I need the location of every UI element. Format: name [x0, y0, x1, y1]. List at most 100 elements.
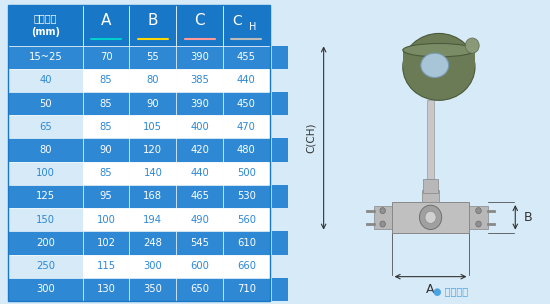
Bar	[8, 162, 82, 185]
Bar	[129, 278, 176, 301]
Text: 650: 650	[190, 284, 209, 294]
Circle shape	[465, 38, 479, 53]
Text: 390: 390	[190, 52, 209, 62]
Text: 300: 300	[144, 261, 162, 271]
Text: 710: 710	[236, 284, 256, 294]
Bar	[8, 46, 82, 69]
Bar	[82, 254, 129, 278]
Bar	[82, 69, 129, 92]
Text: 455: 455	[236, 52, 256, 62]
Text: H: H	[249, 22, 257, 32]
Text: 450: 450	[237, 98, 256, 109]
Bar	[82, 115, 129, 138]
Bar	[82, 5, 129, 46]
Text: 95: 95	[100, 192, 112, 202]
Text: 420: 420	[190, 145, 209, 155]
Bar	[176, 254, 223, 278]
Text: 90: 90	[100, 145, 112, 155]
Text: 545: 545	[190, 238, 209, 248]
Text: 600: 600	[190, 261, 209, 271]
Bar	[423, 179, 438, 193]
Circle shape	[420, 205, 442, 230]
Circle shape	[476, 208, 481, 214]
Text: 168: 168	[144, 192, 162, 202]
Bar	[427, 100, 434, 179]
Bar	[223, 254, 270, 278]
Text: C: C	[194, 13, 205, 28]
Bar	[176, 185, 223, 208]
Text: 490: 490	[190, 215, 209, 225]
Text: ● 常规仪表: ● 常规仪表	[433, 286, 469, 296]
Bar	[223, 208, 270, 231]
Bar	[392, 202, 470, 233]
Text: 400: 400	[190, 122, 209, 132]
Text: 390: 390	[190, 98, 209, 109]
Bar	[129, 185, 176, 208]
Bar	[129, 115, 176, 138]
Bar	[8, 185, 82, 208]
Bar	[223, 115, 270, 138]
Text: 350: 350	[144, 284, 162, 294]
Bar	[82, 185, 129, 208]
Text: 80: 80	[39, 145, 52, 155]
Text: 610: 610	[236, 238, 256, 248]
Bar	[129, 69, 176, 92]
Text: 85: 85	[100, 75, 112, 85]
Circle shape	[380, 221, 386, 227]
Text: 50: 50	[39, 98, 52, 109]
Text: 15~25: 15~25	[29, 52, 62, 62]
Bar	[223, 92, 270, 115]
Text: 85: 85	[100, 98, 112, 109]
Bar	[82, 92, 129, 115]
Bar	[272, 231, 288, 254]
Bar	[176, 46, 223, 69]
Bar	[8, 231, 82, 254]
Text: 248: 248	[144, 238, 162, 248]
Bar	[223, 5, 270, 46]
Bar	[82, 208, 129, 231]
Bar	[223, 46, 270, 69]
Circle shape	[380, 208, 386, 214]
Text: 480: 480	[237, 145, 256, 155]
Bar	[129, 92, 176, 115]
Ellipse shape	[403, 33, 475, 100]
Bar	[129, 46, 176, 69]
Bar	[272, 138, 288, 162]
Text: 200: 200	[36, 238, 55, 248]
Bar	[176, 231, 223, 254]
Bar	[223, 162, 270, 185]
Text: 55: 55	[146, 52, 159, 62]
Bar	[82, 278, 129, 301]
Bar	[176, 162, 223, 185]
Text: 100: 100	[97, 215, 116, 225]
Text: 102: 102	[97, 238, 116, 248]
Bar	[272, 278, 288, 301]
Bar	[129, 208, 176, 231]
Ellipse shape	[403, 43, 475, 57]
Bar	[223, 185, 270, 208]
Bar	[272, 92, 288, 115]
Text: 465: 465	[190, 192, 209, 202]
Text: 仪表口径
(mm): 仪表口径 (mm)	[31, 13, 60, 37]
Bar	[82, 162, 129, 185]
Text: 125: 125	[36, 192, 55, 202]
Bar	[8, 115, 82, 138]
Bar	[8, 254, 82, 278]
Bar	[129, 162, 176, 185]
Bar	[129, 138, 176, 162]
Text: 140: 140	[144, 168, 162, 178]
Bar	[176, 92, 223, 115]
Bar	[176, 69, 223, 92]
Text: 500: 500	[237, 168, 256, 178]
Bar	[129, 254, 176, 278]
Bar	[470, 206, 487, 229]
Text: C: C	[232, 14, 241, 29]
Text: 90: 90	[146, 98, 159, 109]
Bar	[373, 206, 392, 229]
Text: 470: 470	[237, 122, 256, 132]
Text: 65: 65	[39, 122, 52, 132]
Text: 530: 530	[237, 192, 256, 202]
Text: 300: 300	[36, 284, 55, 294]
Text: 150: 150	[36, 215, 55, 225]
Text: 105: 105	[144, 122, 162, 132]
